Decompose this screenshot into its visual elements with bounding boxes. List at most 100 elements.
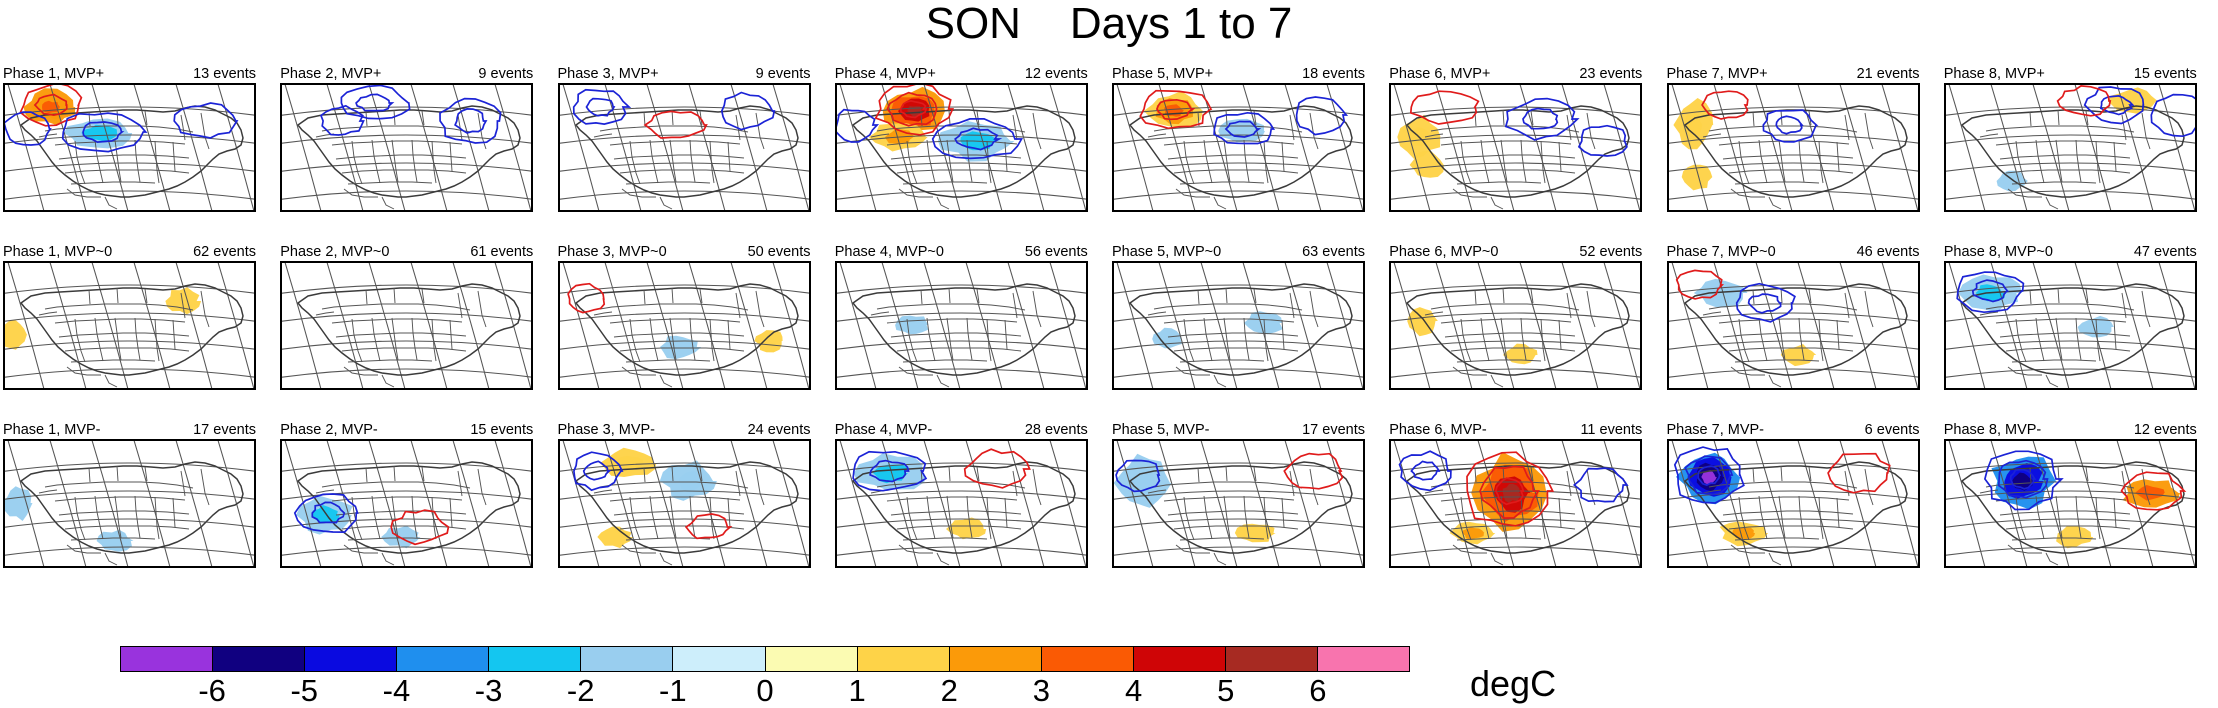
map-artwork — [1391, 263, 1641, 388]
map-axes — [280, 261, 534, 390]
map-artwork — [1945, 85, 2195, 210]
panel-title-events: 52 events — [1579, 244, 1643, 260]
colorbar-container: -6 -5 -4 -3 -2 -1 0 1 2 3 4 5 6 degC — [0, 632, 2218, 708]
map-artwork — [282, 263, 532, 388]
panel-title-phase: Phase 7, MVP+ — [1666, 66, 1768, 82]
map-artwork — [559, 441, 809, 566]
map-panel-2-5: Phase 5, MVP~0 63 events — [1110, 244, 1367, 416]
panel-title: Phase 2, MVP+ 9 events — [278, 66, 535, 82]
panel-title: Phase 4, MVP+ 12 events — [833, 66, 1090, 82]
panel-title: Phase 8, MVP~0 47 events — [1942, 244, 2199, 260]
map-panel-1-5: Phase 5, MVP+ 18 events — [1110, 66, 1367, 238]
panel-title: Phase 5, MVP+ 18 events — [1110, 66, 1367, 82]
figure-title: SON Days 1 to 7 — [925, 0, 1293, 48]
map-artwork — [1114, 263, 1363, 388]
map-artwork — [1668, 263, 1918, 388]
map-axes — [1112, 261, 1365, 390]
colorbar-unit-label: degC — [1470, 663, 1557, 704]
map-artwork — [559, 85, 809, 210]
map-artwork — [1391, 441, 1641, 566]
panel-title-events: 56 events — [1024, 244, 1088, 260]
colorbar-segment-4 — [489, 647, 582, 671]
panel-title: Phase 4, MVP~0 56 events — [833, 244, 1090, 260]
panel-title: Phase 7, MVP~0 46 events — [1665, 244, 1922, 260]
panel-title-events: 13 events — [193, 66, 256, 82]
panel-title-phase: Phase 2, MVP+ — [280, 66, 382, 82]
map-axes — [1389, 261, 1643, 390]
colorbar-tick-5: 5 — [1217, 673, 1235, 708]
map-artwork — [1114, 441, 1363, 566]
map-artwork — [559, 263, 809, 388]
colorbar-tick-2: 2 — [940, 673, 958, 708]
colorbar-tick--1: -1 — [659, 673, 687, 708]
panel-title-events: 47 events — [2133, 244, 2197, 260]
panel-title-phase: Phase 6, MVP+ — [1389, 66, 1491, 82]
colorbar-tick--4: -4 — [382, 673, 411, 708]
map-artwork — [1668, 441, 1918, 566]
map-artwork — [836, 441, 1086, 566]
panel-title-events: 9 events — [478, 66, 534, 82]
map-axes — [3, 261, 256, 390]
panel-title-phase: Phase 1, MVP- — [3, 422, 101, 438]
panel-title-events: 11 events — [1580, 422, 1643, 438]
map-axes — [834, 439, 1088, 568]
panel-title: Phase 2, MVP~0 61 events — [278, 244, 535, 260]
map-panel-2-6: Phase 6, MVP~0 52 events — [1387, 244, 1644, 416]
colorbar-segment-11 — [1133, 647, 1226, 671]
panel-title-events: 21 events — [1856, 66, 1920, 82]
panel-title: Phase 3, MVP+ 9 events — [556, 66, 813, 82]
map-axes — [1943, 261, 2197, 390]
map-panel-2-2: Phase 2, MVP~0 61 events — [278, 244, 535, 416]
colorbar-segment-5 — [581, 647, 674, 671]
colorbar-segment-3 — [397, 647, 490, 671]
map-panel-3-4: Phase 4, MVP- 28 events — [833, 422, 1090, 594]
panel-title-events: 61 events — [470, 244, 534, 260]
map-panel-3-1: Phase 1, MVP- 17 events — [1, 422, 258, 594]
panel-title: Phase 1, MVP~0 62 events — [1, 244, 258, 260]
colorbar-tick-labels: -6 -5 -4 -3 -2 -1 0 1 2 3 4 5 6 — [120, 674, 1410, 708]
panel-title-events: 15 events — [2133, 66, 2197, 82]
map-axes — [1389, 83, 1643, 212]
panel-title: Phase 3, MVP~0 50 events — [556, 244, 813, 260]
colorbar-segment-0 — [121, 647, 214, 671]
panel-title: Phase 5, MVP- 17 events — [1110, 422, 1367, 438]
colorbar-tick-1: 1 — [848, 673, 866, 708]
panel-grid: Phase 1, MVP+ 13 events Phase 2, MVP+ 9 eve… — [0, 66, 2218, 606]
colorbar-segment-10 — [1041, 647, 1134, 671]
colorbar-tick-4: 4 — [1124, 673, 1143, 708]
panel-title-phase: Phase 3, MVP- — [557, 422, 656, 438]
map-axes — [557, 261, 811, 390]
map-axes — [834, 83, 1088, 212]
map-artwork — [1114, 85, 1363, 210]
panel-title-phase: Phase 4, MVP+ — [834, 66, 936, 82]
panel-title-phase: Phase 5, MVP- — [1112, 422, 1210, 438]
colorbar-segment-6 — [673, 647, 766, 671]
map-panel-3-8: Phase 8, MVP- 12 events — [1942, 422, 2199, 594]
panel-title-events: 12 events — [1024, 66, 1088, 82]
panel-title-phase: Phase 1, MVP~0 — [3, 244, 113, 260]
map-axes — [1112, 439, 1365, 568]
panel-title: Phase 6, MVP- 11 events — [1387, 422, 1644, 438]
panel-title-phase: Phase 7, MVP~0 — [1666, 244, 1776, 260]
map-artwork — [282, 441, 532, 566]
panel-title-events: 24 events — [747, 422, 811, 438]
map-axes — [280, 439, 534, 568]
colorbar-segment-2 — [305, 647, 398, 671]
map-artwork — [1391, 85, 1641, 210]
panel-title: Phase 8, MVP- 12 events — [1942, 422, 2199, 438]
map-panel-3-5: Phase 5, MVP- 17 events — [1110, 422, 1367, 594]
colorbar-segment-12 — [1225, 647, 1319, 671]
colorbar-tick--5: -5 — [290, 673, 319, 708]
panel-title-phase: Phase 1, MVP+ — [3, 66, 105, 82]
map-panel-1-7: Phase 7, MVP+ 21 events — [1665, 66, 1922, 238]
map-artwork — [836, 85, 1086, 210]
panel-title: Phase 3, MVP- 24 events — [556, 422, 813, 438]
panel-title-phase: Phase 8, MVP~0 — [1943, 244, 2053, 260]
colorbar-tick--2: -2 — [566, 673, 595, 708]
panel-title-events: 23 events — [1579, 66, 1643, 82]
panel-title-phase: Phase 4, MVP~0 — [834, 244, 944, 260]
panel-title-events: 46 events — [1856, 244, 1920, 260]
colorbar-tick-3: 3 — [1032, 673, 1051, 708]
panel-title-events: 18 events — [1302, 66, 1365, 82]
map-panel-1-6: Phase 6, MVP+ 23 events — [1387, 66, 1644, 238]
